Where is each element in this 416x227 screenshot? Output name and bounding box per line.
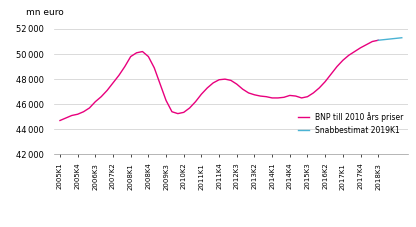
Snabbestimat 2019K1 [376,39,381,42]
BNP till 2010 års priser [134,52,139,54]
Text: mn euro: mn euro [26,8,64,17]
BNP till 2010 års priser [176,112,181,115]
Line: Snabbestimat 2019K1: Snabbestimat 2019K1 [378,38,402,40]
BNP till 2010 års priser [340,59,345,62]
BNP till 2010 års priser [57,119,62,122]
Line: BNP till 2010 års priser: BNP till 2010 års priser [60,40,378,121]
BNP till 2010 års priser [116,74,121,77]
Legend: BNP till 2010 års priser, Snabbestimat 2019K1: BNP till 2010 års priser, Snabbestimat 2… [298,112,404,135]
BNP till 2010 års priser [376,39,381,42]
BNP till 2010 års priser [370,40,375,43]
Snabbestimat 2019K1 [399,36,404,39]
BNP till 2010 års priser [93,100,98,103]
